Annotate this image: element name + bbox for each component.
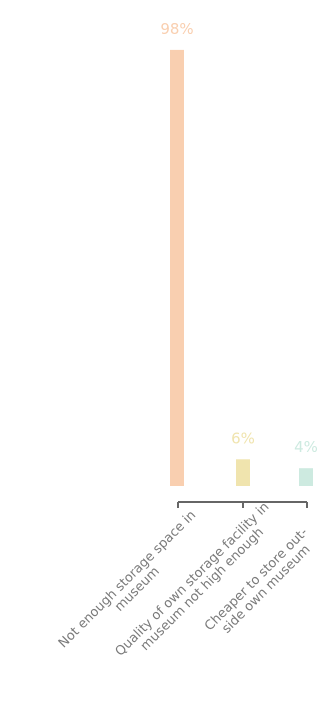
data-label: 6% bbox=[231, 429, 255, 447]
bars-group bbox=[170, 49, 313, 487]
bar bbox=[236, 459, 250, 486]
x-axis bbox=[177, 501, 308, 508]
data-label: 4% bbox=[294, 438, 318, 456]
data-label: 98% bbox=[160, 20, 193, 38]
bar bbox=[299, 468, 313, 486]
value-labels-group: 98% 6% 4% bbox=[160, 20, 318, 456]
category-labels-group: Not enough storage space inmuseumQuality… bbox=[56, 500, 314, 660]
x-tick-label-line: Not enough storage space in bbox=[56, 508, 199, 651]
bar bbox=[170, 49, 184, 487]
